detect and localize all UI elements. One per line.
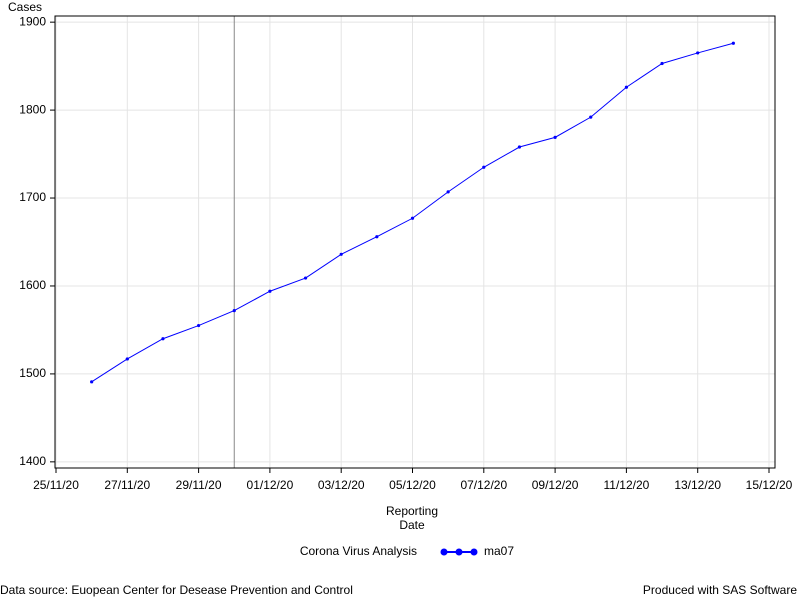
x-tick-label: 09/12/20	[532, 478, 579, 492]
data-point	[303, 276, 308, 280]
legend-marker	[455, 548, 463, 556]
data-point	[624, 85, 629, 89]
data-point	[410, 216, 415, 220]
y-tick-label: 1900	[19, 14, 46, 28]
y-tick-label: 1700	[19, 190, 46, 204]
data-point	[553, 135, 557, 139]
x-tick-label: 15/12/20	[746, 478, 793, 492]
data-point	[90, 380, 94, 384]
y-axis-label: Cases	[8, 0, 42, 14]
plot-frame	[54, 15, 776, 469]
data-point	[339, 252, 343, 256]
data-point	[696, 51, 700, 55]
x-tick-label: 11/12/20	[603, 478, 649, 492]
data-point	[482, 165, 486, 169]
x-tick-label: 29/11/20	[176, 478, 222, 492]
legend-label: ma07	[484, 544, 514, 558]
footnote-left: Data source: Euopean Center for Desease …	[0, 583, 353, 597]
data-point	[517, 145, 522, 149]
x-tick-label: 05/12/20	[389, 478, 436, 492]
data-point	[161, 337, 165, 341]
y-tick-label: 1400	[19, 454, 46, 468]
legend-title: Corona Virus Analysis	[300, 544, 417, 558]
data-point	[375, 235, 379, 239]
data-point	[197, 323, 201, 328]
y-tick-label: 1500	[19, 366, 46, 380]
x-tick-label: 03/12/20	[318, 478, 365, 492]
data-point	[446, 190, 450, 194]
legend-marker	[470, 548, 478, 556]
data-point	[268, 289, 272, 293]
x-tick-label: 13/12/20	[674, 478, 721, 492]
data-point	[660, 61, 664, 66]
y-tick-label: 1800	[19, 102, 46, 116]
data-point	[589, 115, 593, 119]
data-point	[125, 357, 129, 361]
legend-marker	[440, 548, 448, 556]
y-tick-label: 1600	[19, 278, 46, 292]
x-tick-label: 25/11/20	[33, 478, 79, 492]
x-tick-label: 27/11/20	[104, 478, 150, 492]
x-tick-label: 01/12/20	[247, 478, 294, 492]
data-point	[731, 41, 735, 45]
x-tick-label: 07/12/20	[460, 478, 507, 492]
x-axis-label: Reporting Date	[385, 504, 439, 532]
data-point	[232, 308, 236, 313]
footnote-right: Produced with SAS Software	[643, 583, 797, 597]
